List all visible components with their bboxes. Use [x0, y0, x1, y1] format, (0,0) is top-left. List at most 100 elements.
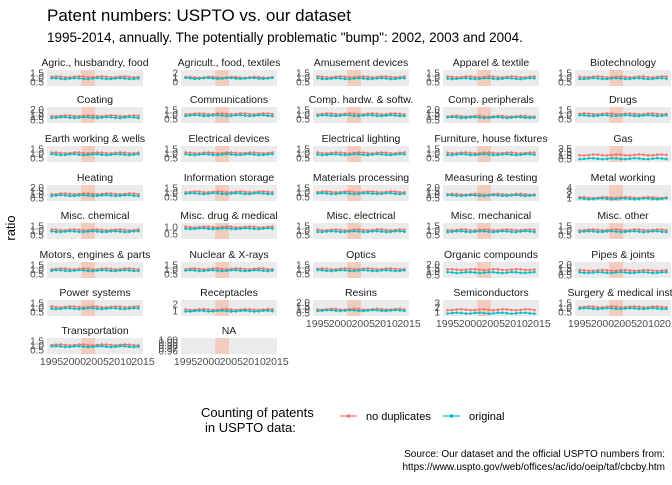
data-point — [478, 153, 481, 156]
data-point — [403, 310, 406, 313]
data-point — [91, 116, 94, 119]
data-point — [91, 230, 94, 233]
x-tick-label: 1995 — [174, 356, 198, 368]
data-point — [96, 269, 99, 272]
data-point — [524, 77, 527, 80]
data-point — [638, 198, 641, 201]
facet-strip-label: Misc. chemical — [61, 210, 130, 222]
data-point — [651, 272, 654, 275]
data-point — [110, 116, 113, 119]
data-point — [394, 192, 397, 195]
y-tick-label: 0.5 — [164, 154, 178, 165]
data-point — [330, 270, 333, 273]
data-point — [212, 269, 215, 272]
data-point — [460, 308, 463, 311]
data-point — [651, 230, 654, 233]
data-point — [78, 77, 81, 80]
x-tick-label: 2005 — [614, 318, 638, 330]
data-point — [105, 78, 108, 81]
data-point — [367, 269, 370, 272]
facet-panel: Information storage1.51.00.5 — [164, 172, 277, 204]
data-point — [253, 192, 256, 195]
data-point — [339, 153, 342, 156]
data-point — [91, 346, 94, 349]
data-point — [110, 153, 113, 156]
data-point — [133, 78, 136, 81]
data-point — [451, 78, 454, 81]
data-point — [610, 198, 613, 201]
data-point — [55, 308, 58, 311]
data-point — [376, 230, 379, 233]
x-tick-label: 2000 — [197, 356, 221, 368]
data-point — [651, 157, 654, 160]
facet-panel: Furniture, house fixtures1.51.00.5 — [426, 133, 548, 165]
data-point — [371, 153, 374, 156]
data-point — [610, 77, 613, 80]
data-point — [460, 153, 463, 156]
data-point — [380, 115, 383, 118]
data-point — [656, 115, 659, 118]
data-point — [578, 154, 581, 157]
data-point — [497, 312, 500, 315]
data-point — [59, 116, 62, 119]
data-point — [483, 117, 486, 120]
data-point — [271, 227, 274, 230]
data-point — [647, 197, 650, 200]
data-point — [529, 269, 532, 272]
data-point — [133, 270, 136, 273]
data-point — [376, 115, 379, 118]
data-point — [119, 308, 122, 311]
data-point — [497, 309, 500, 312]
data-point — [389, 154, 392, 157]
data-point — [615, 153, 618, 156]
data-point — [59, 231, 62, 234]
data-point — [647, 154, 650, 157]
data-point — [647, 307, 650, 310]
data-point — [524, 116, 527, 119]
data-point — [239, 227, 242, 230]
legend-title-line1: Counting of patents — [201, 405, 314, 420]
y-tick-label: 0.5 — [296, 78, 310, 89]
facet-panel: Gas3.52.51.50.5 — [558, 133, 671, 165]
data-point — [203, 153, 206, 156]
data-point — [198, 270, 201, 273]
data-point — [184, 115, 187, 118]
data-point — [357, 115, 360, 118]
data-point — [451, 154, 454, 157]
chart-title: Patent numbers: USPTO vs. our dataset — [47, 6, 351, 25]
y-tick-label: 0.5 — [426, 193, 440, 204]
y-axis-label: ratio — [3, 215, 18, 240]
data-point — [629, 307, 632, 310]
data-point — [492, 77, 495, 80]
data-point — [119, 153, 122, 156]
data-point — [137, 270, 140, 273]
data-point — [633, 154, 636, 157]
data-point — [184, 153, 187, 156]
data-point — [606, 154, 609, 157]
x-tick-label: 1995 — [40, 356, 64, 368]
data-point — [578, 269, 581, 272]
data-point — [230, 192, 233, 195]
data-point — [515, 231, 518, 234]
data-point — [455, 78, 458, 81]
facet-strip-label: Comp. hardw. & softw. — [309, 94, 413, 106]
data-point — [239, 269, 242, 272]
data-point — [533, 77, 536, 80]
data-point — [137, 230, 140, 233]
data-point — [371, 309, 374, 312]
data-point — [73, 269, 76, 272]
data-point — [193, 228, 196, 231]
data-point — [367, 154, 370, 157]
facet-strip-label: Nuclear & X-rays — [189, 249, 268, 261]
data-point — [353, 193, 356, 196]
data-point — [624, 271, 627, 274]
data-point — [367, 231, 370, 234]
data-point — [394, 114, 397, 117]
data-point — [578, 197, 581, 200]
data-point — [271, 115, 274, 118]
facet-panel: Resins2.01.51.00.519952000200520102015 — [296, 287, 421, 330]
data-point — [519, 230, 522, 233]
data-point — [105, 231, 108, 234]
data-point — [510, 116, 513, 119]
data-point — [96, 77, 99, 80]
